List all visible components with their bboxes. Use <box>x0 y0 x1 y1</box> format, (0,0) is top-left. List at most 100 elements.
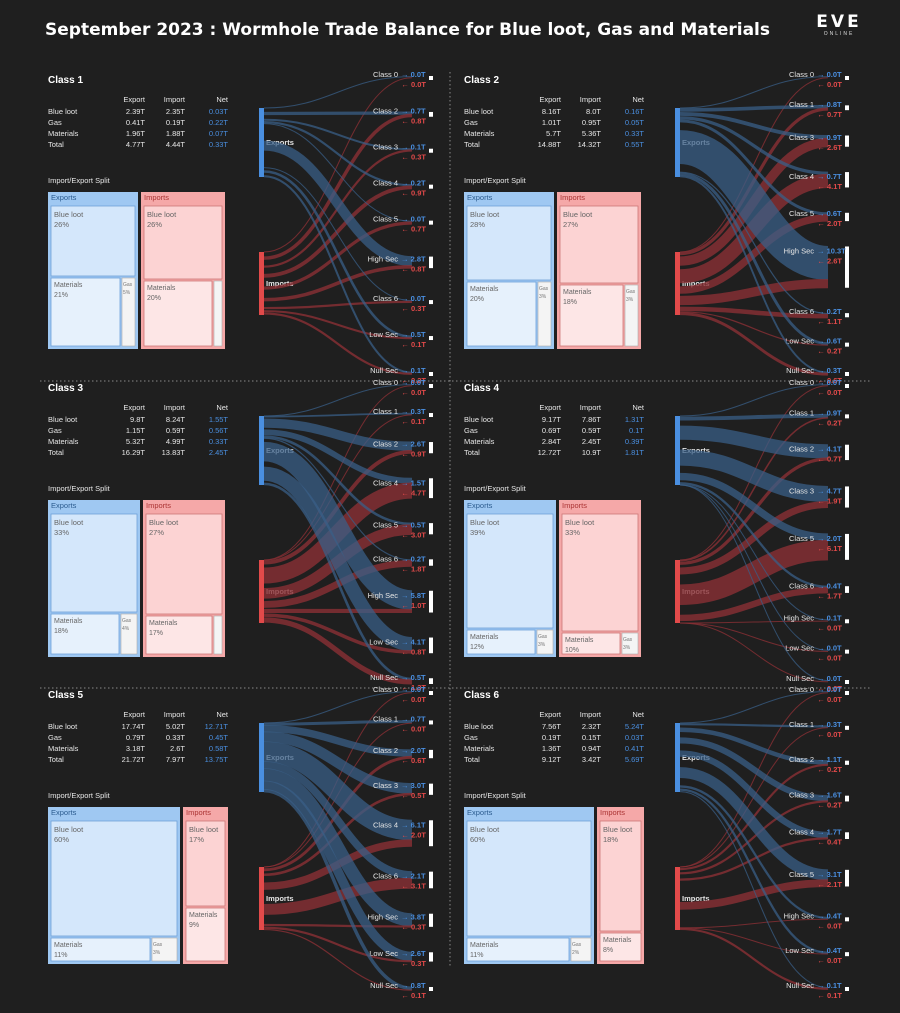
destination-import-value: ← 0.8T <box>401 264 426 273</box>
imports-materials-cell <box>185 907 226 962</box>
exports-gas-label: Gas <box>153 942 163 948</box>
destination-bar-5 <box>429 871 433 889</box>
imports-node <box>675 252 680 315</box>
table-cell-net: 1.55T <box>209 415 229 424</box>
table-cell-net: 0.58T <box>209 744 229 753</box>
destination-bar-2 <box>845 135 849 147</box>
exports-blue-loot-label: Blue loot <box>54 210 84 219</box>
destination-import-value: ← 0.0T <box>401 80 426 89</box>
destination-bar-6 <box>429 590 433 613</box>
destination-import-value: ← 0.0T <box>401 724 426 733</box>
destination-import-value: ← 2.0T <box>401 830 426 839</box>
table-cell-import: 0.15T <box>582 733 602 742</box>
destination-label: Class 2 <box>373 106 398 115</box>
export-flow-1 <box>679 723 829 728</box>
export-flow-3 <box>263 731 413 794</box>
destination-export-value: → 2.0T <box>817 534 842 543</box>
destination-import-value: ← 0.1T <box>401 340 426 349</box>
destination-export-value: → 0.3T <box>401 407 426 416</box>
destination-bar-1 <box>845 725 849 730</box>
imports-blue-loot-label: Blue loot <box>565 518 595 527</box>
destination-export-value: → 2.6T <box>401 440 426 449</box>
destination-bar-2 <box>429 749 433 759</box>
exports-materials-label: Materials <box>54 282 83 289</box>
export-flow-6 <box>679 171 829 315</box>
destination-bar-4 <box>429 220 433 225</box>
imports-treemap-label: Imports <box>146 501 171 510</box>
destination-bar-6 <box>845 917 849 922</box>
destination-import-value: ← 0.4T <box>817 838 842 847</box>
destination-label: High Sec <box>784 911 815 920</box>
export-flow-4 <box>263 435 413 526</box>
exports-node <box>259 416 264 485</box>
table-cell-export: 4.77T <box>126 140 146 149</box>
destination-label: Class 0 <box>373 378 398 387</box>
imports-materials-pct: 18% <box>563 299 577 306</box>
exports-node <box>675 108 680 177</box>
imports-node <box>259 867 264 930</box>
destination-import-value: ← 0.1T <box>401 991 426 1000</box>
destination-label: Class 5 <box>373 521 398 530</box>
table-cell-net: 0.45T <box>209 733 229 742</box>
panel-4: Class 4 Export Import Net Blue loot 9.17T 7.86… <box>464 378 849 693</box>
split-title: Import/Export Split <box>464 176 527 185</box>
table-row-label: Gas <box>48 733 62 742</box>
table-cell-net: 0.22T <box>209 118 229 127</box>
table-header: Import <box>580 95 602 104</box>
table-cell-export: 12.72T <box>538 448 562 457</box>
export-flow-6 <box>679 785 829 920</box>
export-flow-2 <box>679 112 829 139</box>
exports-blue-loot-pct: 33% <box>54 528 69 537</box>
imports-treemap-label: Imports <box>600 808 625 817</box>
destination-bar-0 <box>429 691 433 695</box>
table-cell-net: 0.39T <box>625 437 645 446</box>
destination-export-value: → 0.0T <box>817 685 842 694</box>
exports-materials-cell <box>50 277 121 347</box>
destination-label: Class 0 <box>373 685 398 694</box>
imports-node <box>675 867 680 930</box>
exports-blue-loot-cell <box>466 513 554 629</box>
exports-materials-cell <box>466 629 536 655</box>
export-flow-1 <box>263 720 413 726</box>
destination-label: Class 2 <box>373 746 398 755</box>
destination-import-value: ← 0.0T <box>817 695 842 704</box>
destination-label: Low Sec <box>369 637 398 646</box>
table-cell-import: 2.32T <box>582 722 602 731</box>
exports-treemap-label: Exports <box>51 501 77 510</box>
destination-export-value: → 5.8T <box>401 591 426 600</box>
imports-materials-pct: 8% <box>603 947 613 954</box>
destination-bar-3 <box>845 486 849 508</box>
destination-import-value: ← 0.0T <box>817 684 842 693</box>
table-cell-export: 17.74T <box>122 722 146 731</box>
table-cell-import: 2.35T <box>166 107 186 116</box>
table-cell-export: 2.39T <box>126 107 146 116</box>
destination-label: Null Sec <box>786 674 814 683</box>
destination-bar-5 <box>429 559 433 566</box>
imports-blue-loot-cell <box>143 205 223 280</box>
split-title: Import/Export Split <box>48 791 111 800</box>
table-header: Export <box>123 95 146 104</box>
destination-export-value: → 0.3T <box>817 720 842 729</box>
exports-treemap-label: Exports <box>467 193 493 202</box>
export-flow-6 <box>679 484 829 621</box>
table-cell-import: 3.42T <box>582 755 602 764</box>
export-flow-0 <box>263 384 413 417</box>
table-cell-net: 5.69T <box>625 755 645 764</box>
imports-gas-pct: 3% <box>626 297 634 303</box>
import-flow-7 <box>263 310 413 340</box>
destination-bar-1 <box>429 111 433 117</box>
exports-gas-pct: 3% <box>538 642 546 648</box>
table-row-label: Total <box>464 448 480 457</box>
export-flow-6 <box>262 441 414 610</box>
exports-gas-pct: 4% <box>122 626 130 632</box>
destination-import-value: ← 0.0T <box>817 623 842 632</box>
destination-bar-5 <box>845 586 849 593</box>
destination-label: High Sec <box>368 591 399 600</box>
table-cell-export: 0.41T <box>126 118 146 127</box>
destination-export-value: → 0.0T <box>401 685 426 694</box>
destination-label: Class 5 <box>789 534 814 543</box>
destination-import-value: ← 0.9T <box>401 450 426 459</box>
table-cell-net: 1.31T <box>625 415 645 424</box>
exports-blue-loot-label: Blue loot <box>470 825 500 834</box>
export-flow-2 <box>263 118 413 151</box>
